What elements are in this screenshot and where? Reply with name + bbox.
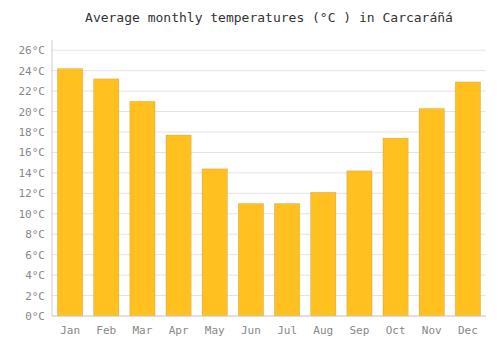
x-tick-label: Jul — [277, 324, 297, 337]
x-tick-label: Dec — [458, 324, 478, 337]
x-axis-ticks: Jan Feb Mar Apr May Jun Jul Aug Sep Oct Nov Dec — [60, 324, 478, 337]
grid-line — [52, 70, 486, 71]
bar — [57, 69, 82, 316]
bars — [57, 69, 480, 316]
y-tick-label: 22°C — [19, 85, 46, 98]
chart-svg: Average monthly temperatures (°C ) in Ca… — [0, 0, 500, 350]
x-tick-label: Sep — [349, 324, 369, 337]
y-tick-label: 4°C — [25, 269, 45, 282]
bar — [347, 171, 372, 316]
bar — [419, 108, 444, 316]
x-tick-label: Aug — [313, 324, 333, 337]
bar — [238, 204, 263, 316]
x-tick-label: Jun — [241, 324, 261, 337]
bar — [455, 82, 480, 316]
y-tick-label: 20°C — [19, 106, 46, 119]
x-tick-label: Oct — [386, 324, 406, 337]
y-tick-label: 12°C — [19, 187, 46, 200]
y-tick-label: 18°C — [19, 126, 46, 139]
grid-line — [52, 316, 486, 317]
grid-line — [52, 50, 486, 51]
bar — [166, 135, 191, 316]
y-tick-label: 16°C — [19, 146, 46, 159]
y-axis-ticks: 0°C 2°C 4°C 6°C 8°C 10°C 12°C 14°C 16°C 18°C 20°C 2… — [19, 44, 46, 323]
bar — [202, 169, 227, 316]
bar — [383, 138, 408, 316]
x-tick-label: Nov — [422, 324, 442, 337]
y-tick-label: 14°C — [19, 167, 46, 180]
y-tick-label: 26°C — [19, 44, 46, 57]
x-axis-line — [52, 316, 486, 317]
x-tick-label: Feb — [96, 324, 116, 337]
y-tick-label: 6°C — [25, 249, 45, 262]
y-tick-label: 2°C — [25, 290, 45, 303]
bar — [311, 192, 336, 316]
x-tick-label: May — [205, 324, 225, 337]
y-axis-line — [52, 40, 53, 316]
x-tick-label: Apr — [169, 324, 189, 337]
x-tick-label: Jan — [60, 324, 80, 337]
chart-container: Average monthly temperatures (°C ) in Ca… — [0, 0, 500, 350]
y-tick-label: 24°C — [19, 65, 46, 78]
x-tick-label: Mar — [132, 324, 152, 337]
bar — [130, 101, 155, 316]
y-tick-label: 0°C — [25, 310, 45, 323]
grid — [52, 50, 486, 316]
title: Average monthly temperatures (°C ) in Ca… — [85, 10, 453, 25]
bar — [274, 204, 299, 316]
y-tick-label: 10°C — [19, 208, 46, 221]
y-tick-label: 8°C — [25, 228, 45, 241]
bar — [94, 79, 119, 316]
